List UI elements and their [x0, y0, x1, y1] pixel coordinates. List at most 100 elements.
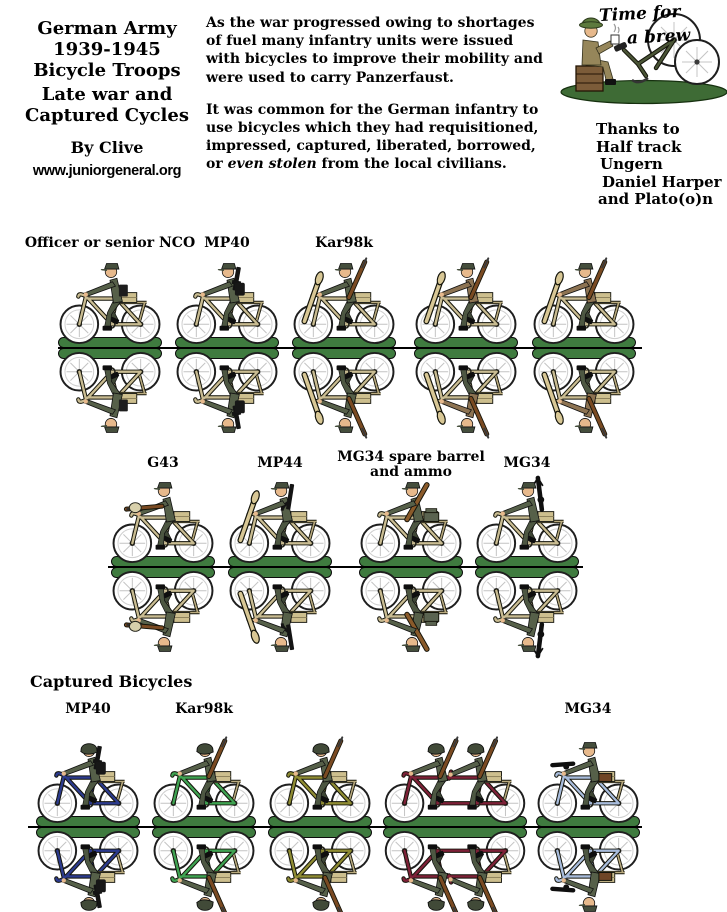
rider [83, 263, 120, 298]
rider [317, 398, 354, 433]
rider [408, 877, 445, 911]
figure-mirrored [533, 827, 643, 912]
cyclist-figure [360, 482, 462, 564]
cyclist-figure [533, 351, 635, 439]
rider [561, 877, 598, 912]
cyclist-figure [153, 736, 255, 824]
field-cap-icon [578, 903, 598, 912]
rear-case-icon [598, 872, 613, 881]
upside-down-bicycle-icon [613, 13, 720, 85]
thanks-block: Thanks to Half track Ungern Daniel Harpe… [596, 120, 722, 209]
cyclist-figure [293, 257, 395, 345]
rider [102, 365, 123, 419]
rider [61, 743, 98, 777]
sitting-soldier-icon [575, 17, 620, 92]
rider [219, 277, 240, 331]
figure-upright [529, 255, 639, 348]
rider [557, 398, 594, 433]
stahlhelm-icon [427, 743, 445, 755]
panzerfaust-icon [237, 490, 260, 544]
figure-upright [380, 734, 530, 827]
rider [448, 743, 485, 778]
figure-label: G43 [147, 455, 179, 471]
rider [403, 584, 424, 638]
figure-upright [225, 474, 335, 567]
rider [253, 482, 290, 517]
rear-rack-crate [290, 612, 308, 623]
website-url: www.juniorgeneral.org [32, 163, 182, 179]
intro-paragraph-1: As the war progressed owing to shortages… [206, 14, 544, 87]
cyclist-unit-kar98k [289, 255, 399, 441]
cyclist-figure [229, 482, 331, 564]
figure-mirrored [472, 567, 582, 660]
rear-rack-crate [290, 511, 308, 522]
bread-bag-icon [128, 620, 142, 632]
figure-upright [411, 255, 521, 348]
cyclist-unit-mg34 [533, 734, 643, 912]
field-cap-icon [334, 424, 354, 433]
field-cap-icon [456, 263, 476, 272]
panzerfaust-icon [423, 271, 446, 325]
cyclist-figure [176, 263, 278, 345]
rear-rack-crate [485, 872, 502, 883]
field-cap-icon [401, 482, 421, 491]
saddle [613, 42, 627, 52]
rear-rack-crate [330, 771, 348, 782]
stahlhelm-icon [196, 743, 214, 755]
spare-barrel-case-icon [404, 482, 430, 523]
rider [200, 398, 237, 433]
slung-rifle-icon [206, 736, 228, 780]
rear-rack-crate [330, 872, 348, 883]
cyclist-figure [153, 830, 255, 912]
title-line: 1939-1945 [53, 39, 161, 60]
slung-rifle-icon [477, 874, 499, 912]
back-pack-icon [95, 879, 106, 893]
map-case-icon [118, 399, 128, 412]
rider [200, 263, 237, 298]
cyclist-unit-mg34 [472, 474, 582, 660]
stahlhelm-icon [312, 899, 330, 911]
mg34-icon [550, 761, 576, 770]
cyclist-figure [415, 257, 517, 345]
cyclist-figure [537, 830, 639, 912]
cyclist-unit-mp40 [33, 734, 143, 912]
rider [439, 398, 476, 433]
rear-rack-crate [214, 771, 232, 782]
figure-mirrored [225, 567, 335, 660]
field-cap-icon [334, 263, 354, 272]
cyclist-figure [59, 351, 161, 433]
panzerfaust-icon [541, 371, 564, 425]
slung-rifle-icon [437, 736, 459, 780]
rider [293, 743, 330, 777]
panzerfaust-icon [237, 590, 260, 644]
intro-italic-phrase: even stolen [227, 156, 317, 173]
cyclist-figure [537, 742, 639, 824]
field-cap-icon [517, 643, 537, 652]
field-cap-icon [153, 643, 173, 652]
slung-rifle-icon [346, 257, 368, 301]
rider [384, 617, 421, 652]
rear-rack-crate [537, 511, 555, 522]
bread-bag-icon [128, 502, 142, 514]
captured-bicycles-row-heading: Captured Bicycles [30, 672, 193, 691]
figure-mirrored [356, 567, 466, 660]
rear-rack-crate [594, 393, 612, 404]
cyclist-unit-mp40 [172, 255, 282, 441]
bicycle-wheel-icon [674, 39, 720, 85]
stahlhelm-icon [467, 899, 485, 911]
stahlhelm-icon [427, 899, 445, 911]
rear-rack-crate [173, 511, 191, 522]
figure-label: MG34 [503, 455, 551, 471]
cyclist-figure [415, 351, 517, 439]
thanks-name: Half track [596, 137, 682, 156]
figure-label: MG34 [564, 701, 612, 717]
cyclist-figure [384, 830, 526, 912]
back-pack-icon [234, 282, 245, 296]
rear-rack-crate [594, 292, 612, 303]
cyclist-figure [112, 570, 214, 652]
field-cap-icon [517, 482, 537, 491]
rear-rack-crate [354, 393, 372, 404]
figure-upright [33, 734, 143, 827]
thanks-heading: Thanks to [596, 120, 680, 138]
